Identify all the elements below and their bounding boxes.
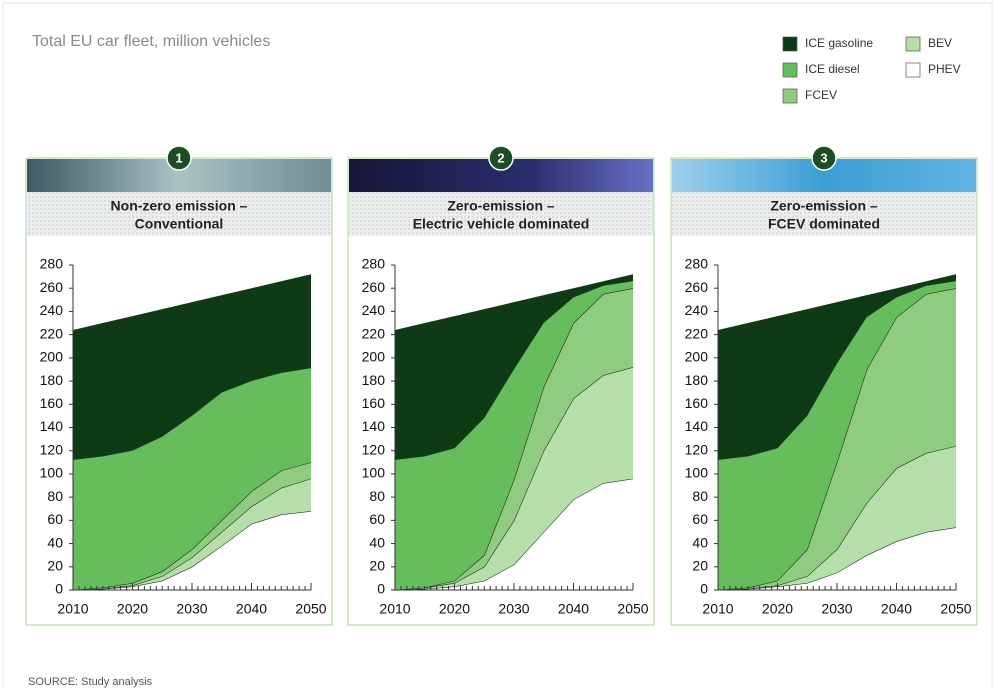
y-tick-label: 140 [685,418,709,434]
y-tick-label: 0 [377,581,385,597]
y-tick-label: 80 [692,488,708,504]
y-tick-label: 280 [685,256,709,272]
y-tick-label: 280 [40,256,64,272]
y-tick-label: 20 [47,557,63,573]
y-tick-label: 220 [40,325,64,341]
panel-title: Conventional [135,216,224,232]
y-tick-label: 120 [40,441,64,457]
y-tick-label: 20 [692,557,708,573]
y-tick-label: 260 [40,279,64,295]
y-tick-label: 60 [369,511,385,527]
y-tick-label: 100 [685,465,709,481]
legend-swatch [783,89,797,103]
y-tick-label: 160 [362,395,386,411]
x-tick-label: 2050 [940,601,971,617]
y-tick-label: 40 [369,534,385,550]
y-tick-label: 260 [362,279,386,295]
x-tick-label: 2010 [379,601,410,617]
y-tick-label: 160 [40,395,64,411]
y-tick-label: 260 [685,279,709,295]
source: SOURCE: Study analysis [28,676,153,688]
y-tick-label: 180 [685,372,709,388]
x-tick-label: 2030 [821,601,852,617]
y-tick-label: 140 [40,418,64,434]
y-tick-label: 60 [692,511,708,527]
legend-swatch [906,37,920,51]
y-tick-label: 220 [362,325,386,341]
y-tick-label: 240 [685,302,709,318]
page: Total EU car fleet, million vehicles SOU… [0,0,995,688]
legend-label: PHEV [928,62,961,76]
x-tick-label: 2020 [439,601,470,617]
y-tick-label: 120 [685,441,709,457]
y-tick-label: 60 [47,511,63,527]
y-tick-label: 40 [47,534,63,550]
chart-title: Total EU car fleet, million vehicles [32,33,270,50]
y-tick-label: 200 [362,349,386,365]
y-tick-label: 80 [47,488,63,504]
panel-title: FCEV dominated [768,216,880,232]
badge-number: 2 [497,150,504,165]
y-tick-label: 160 [685,395,709,411]
x-tick-label: 2030 [176,601,207,617]
x-tick-label: 2020 [117,601,148,617]
x-tick-label: 2010 [57,601,88,617]
legend-label: ICE gasoline [805,36,873,50]
y-tick-label: 240 [362,302,386,318]
x-tick-label: 2040 [558,601,589,617]
y-tick-label: 200 [40,349,64,365]
legend-label: ICE diesel [805,62,860,76]
legend-label: BEV [928,36,952,50]
x-tick-label: 2020 [762,601,793,617]
panel-title: Non-zero emission – [111,198,248,214]
y-tick-label: 0 [700,581,708,597]
y-tick-label: 220 [685,325,709,341]
x-tick-label: 2040 [881,601,912,617]
legend-swatch [783,63,797,77]
legend-swatch [783,37,797,51]
x-tick-label: 2030 [498,601,529,617]
panel-title: Zero-emission – [447,198,555,214]
legend-swatch [906,63,920,77]
badge-number: 1 [175,150,182,165]
y-tick-label: 200 [685,349,709,365]
badge-number: 3 [820,150,827,165]
legend-label: FCEV [805,88,837,102]
y-tick-label: 40 [692,534,708,550]
x-tick-label: 2050 [617,601,648,617]
y-tick-label: 80 [369,488,385,504]
y-tick-label: 100 [40,465,64,481]
y-tick-label: 180 [40,372,64,388]
x-tick-label: 2040 [236,601,267,617]
y-tick-label: 180 [362,372,386,388]
y-tick-label: 0 [55,581,63,597]
x-tick-label: 2050 [295,601,326,617]
y-tick-label: 240 [40,302,64,318]
y-tick-label: 140 [362,418,386,434]
y-tick-label: 100 [362,465,386,481]
x-tick-label: 2010 [702,601,733,617]
panel-title: Zero-emission – [770,198,878,214]
y-tick-label: 120 [362,441,386,457]
y-tick-label: 20 [369,557,385,573]
panel-title: Electric vehicle dominated [413,216,590,232]
y-tick-label: 280 [362,256,386,272]
